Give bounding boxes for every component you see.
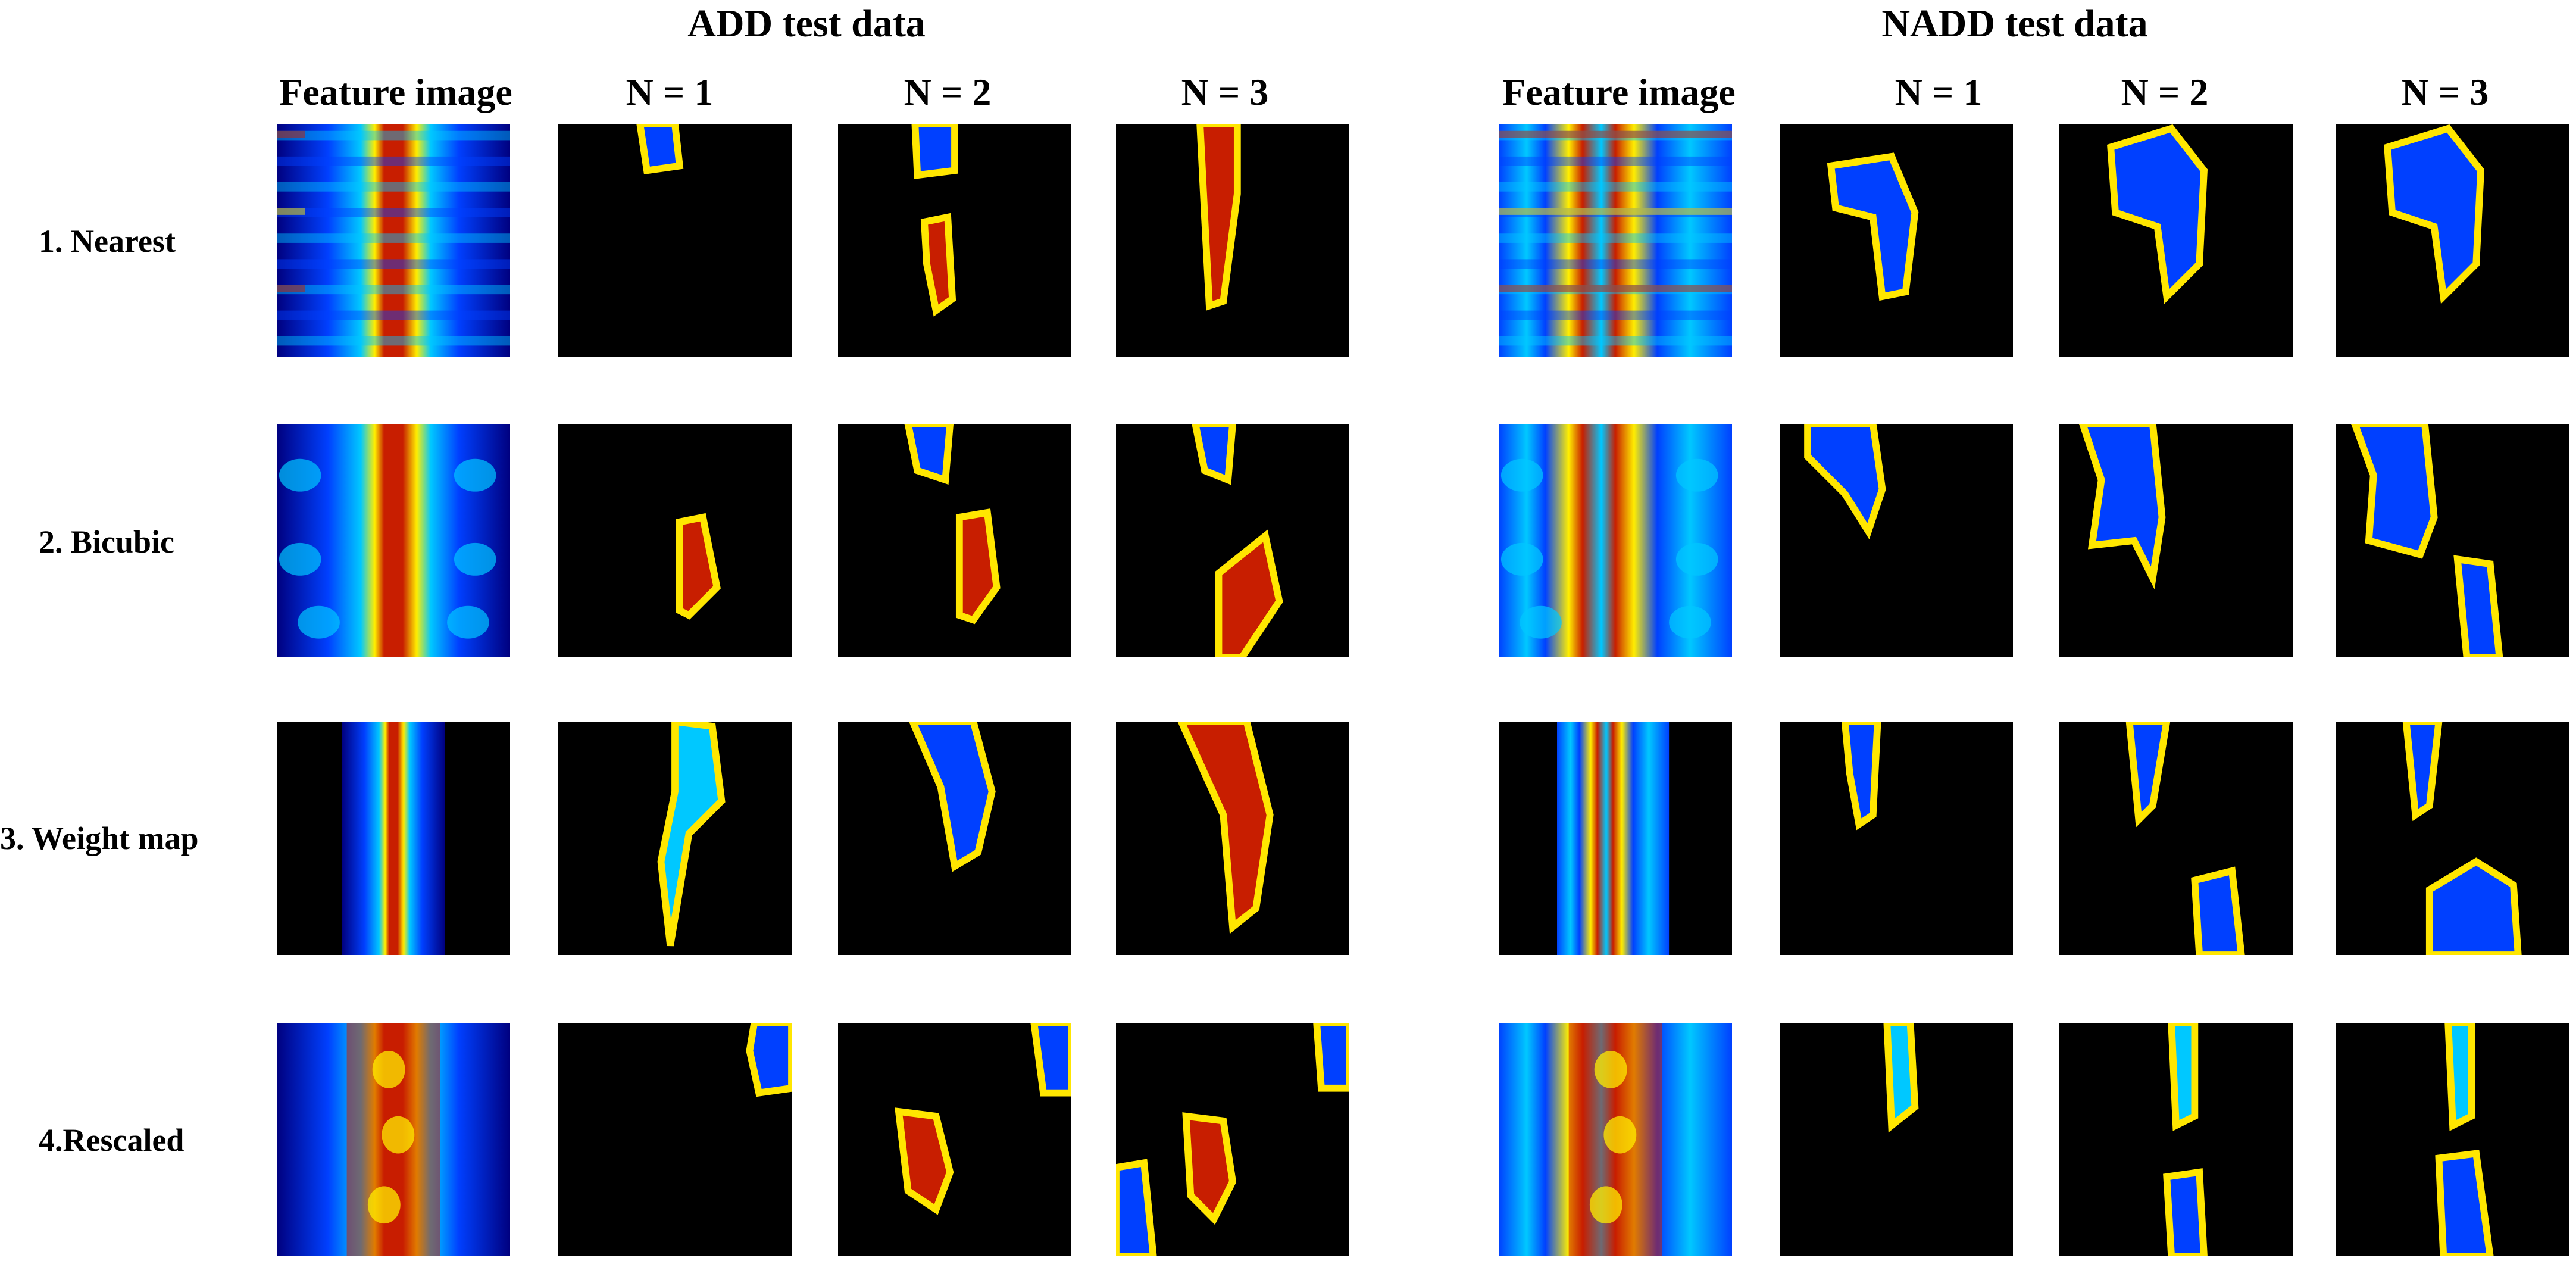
relevance-heatmap-image	[2336, 722, 2569, 955]
panel-add-nearest-n2	[838, 124, 1071, 357]
panel-nadd-nearest-n3	[2336, 124, 2569, 357]
panel-nadd-bicubic-n2	[2059, 424, 2293, 657]
panel-nadd-nearest-feature	[1499, 124, 1732, 357]
relevance-heatmap-image	[2059, 1023, 2293, 1256]
panel-nadd-nearest-n2	[2059, 124, 2293, 357]
panel-add-bicubic-n1	[558, 424, 792, 657]
panel-nadd-bicubic-n3	[2336, 424, 2569, 657]
group-title-add: ADD test data	[687, 2, 926, 45]
panel-add-weight-map-n1	[558, 722, 792, 955]
panel-add-nearest-n1	[558, 124, 792, 357]
panel-nadd-rescaled-n2	[2059, 1023, 2293, 1256]
panel-add-bicubic-n2	[838, 424, 1071, 657]
rescaled-feature-image	[277, 1023, 510, 1256]
relevance-heatmap-image	[2336, 1023, 2569, 1256]
relevance-heatmap-image	[558, 722, 792, 955]
rescaled-feature-image	[1499, 1023, 1732, 1256]
panel-add-bicubic-feature	[277, 424, 510, 657]
column-header-nadd-feature: Feature image	[1502, 71, 1736, 113]
column-header-add-n3: N = 3	[1181, 71, 1269, 113]
relevance-heatmap-image	[558, 124, 792, 357]
column-header-add-n1: N = 1	[626, 71, 714, 113]
relevance-heatmap-image	[1780, 1023, 2013, 1256]
column-header-nadd-n3: N = 3	[2401, 71, 2489, 113]
panel-add-bicubic-n3	[1116, 424, 1349, 657]
panel-add-nearest-n3	[1116, 124, 1349, 357]
panel-nadd-weight-map-n3	[2336, 722, 2569, 955]
panel-add-rescaled-n2	[838, 1023, 1071, 1256]
weightmap-feature-image	[277, 722, 510, 955]
panel-add-weight-map-n3	[1116, 722, 1349, 955]
panel-add-rescaled-n1	[558, 1023, 792, 1256]
relevance-heatmap-image	[1780, 124, 2013, 357]
relevance-heatmap-image	[1780, 424, 2013, 657]
nearest-feature-image	[277, 124, 510, 357]
relevance-heatmap-image	[2336, 124, 2569, 357]
column-header-nadd-n2: N = 2	[2121, 71, 2209, 113]
relevance-heatmap-image	[1116, 1023, 1349, 1256]
relevance-heatmap-image	[2059, 722, 2293, 955]
column-header-add-feature: Feature image	[279, 71, 512, 113]
group-title-nadd: NADD test data	[1881, 2, 2148, 45]
relevance-heatmap-image	[838, 424, 1071, 657]
panel-nadd-rescaled-feature	[1499, 1023, 1732, 1256]
relevance-heatmap-image	[1780, 722, 2013, 955]
relevance-heatmap-image	[1116, 424, 1349, 657]
relevance-heatmap-image	[1116, 722, 1349, 955]
panel-add-rescaled-n3	[1116, 1023, 1349, 1256]
column-header-nadd-n1: N = 1	[1895, 71, 1983, 113]
row-label-bicubic: 2. Bicubic	[39, 524, 175, 560]
panel-nadd-nearest-n1	[1780, 124, 2013, 357]
bicubic-feature-image	[277, 424, 510, 657]
relevance-heatmap-image	[2059, 124, 2293, 357]
relevance-heatmap-image	[838, 1023, 1071, 1256]
column-header-add-n2: N = 2	[904, 71, 992, 113]
weightmap-feature-image	[1499, 722, 1732, 955]
row-label-rescaled: 4.Rescaled	[39, 1122, 185, 1158]
relevance-heatmap-image	[558, 1023, 792, 1256]
panel-nadd-bicubic-n1	[1780, 424, 2013, 657]
panel-add-rescaled-feature	[277, 1023, 510, 1256]
panel-nadd-rescaled-n3	[2336, 1023, 2569, 1256]
panel-nadd-weight-map-feature	[1499, 722, 1732, 955]
relevance-heatmap-image	[2059, 424, 2293, 657]
relevance-heatmap-image	[1116, 124, 1349, 357]
bicubic-feature-image	[1499, 424, 1732, 657]
relevance-heatmap-image	[2336, 424, 2569, 657]
relevance-heatmap-image	[558, 424, 792, 657]
panel-add-weight-map-n2	[838, 722, 1071, 955]
row-label-nearest: 1. Nearest	[39, 223, 176, 259]
relevance-heatmap-image	[838, 124, 1071, 357]
panel-add-nearest-feature	[277, 124, 510, 357]
relevance-heatmap-image	[838, 722, 1071, 955]
panel-nadd-weight-map-n2	[2059, 722, 2293, 955]
row-label-weight-map: 3. Weight map	[0, 820, 199, 856]
nearest-feature-image	[1499, 124, 1732, 357]
panel-nadd-weight-map-n1	[1780, 722, 2013, 955]
panel-nadd-bicubic-feature	[1499, 424, 1732, 657]
panel-nadd-rescaled-n1	[1780, 1023, 2013, 1256]
panel-add-weight-map-feature	[277, 722, 510, 955]
